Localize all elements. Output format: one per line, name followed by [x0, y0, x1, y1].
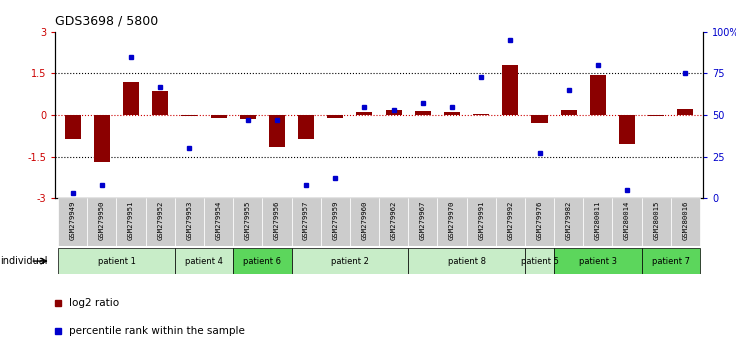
Text: percentile rank within the sample: percentile rank within the sample: [69, 326, 245, 336]
Text: patient 6: patient 6: [244, 257, 281, 266]
Bar: [554, 248, 642, 274]
Text: GSM279976: GSM279976: [537, 201, 542, 240]
Bar: [642, 248, 700, 274]
Text: GSM279982: GSM279982: [566, 201, 572, 240]
Text: GSM279967: GSM279967: [420, 201, 426, 240]
Bar: [590, 75, 606, 115]
Bar: [65, 115, 81, 139]
Bar: [210, 115, 227, 118]
Bar: [204, 198, 233, 246]
Text: log2 ratio: log2 ratio: [69, 298, 119, 308]
Bar: [262, 198, 291, 246]
Bar: [152, 91, 169, 115]
Text: patient 4: patient 4: [185, 257, 223, 266]
Bar: [583, 198, 612, 246]
Text: GDS3698 / 5800: GDS3698 / 5800: [55, 14, 158, 27]
Text: GSM279951: GSM279951: [128, 201, 134, 240]
Bar: [181, 115, 197, 116]
Bar: [233, 198, 262, 246]
Bar: [677, 109, 693, 115]
Text: patient 3: patient 3: [578, 257, 617, 266]
Bar: [350, 198, 379, 246]
Bar: [648, 115, 664, 116]
Bar: [291, 198, 321, 246]
Bar: [408, 248, 525, 274]
Text: GSM279955: GSM279955: [245, 201, 251, 240]
Bar: [437, 198, 467, 246]
Bar: [525, 198, 554, 246]
Bar: [525, 248, 554, 274]
Text: GSM279954: GSM279954: [216, 201, 222, 240]
Text: GSM279957: GSM279957: [303, 201, 309, 240]
Text: patient 7: patient 7: [652, 257, 690, 266]
Bar: [502, 65, 518, 115]
Bar: [94, 115, 110, 162]
Bar: [473, 114, 489, 115]
Text: GSM279962: GSM279962: [391, 201, 397, 240]
Bar: [233, 248, 291, 274]
Text: GSM279953: GSM279953: [186, 201, 192, 240]
Bar: [642, 198, 670, 246]
Text: GSM279950: GSM279950: [99, 201, 105, 240]
Text: patient 2: patient 2: [331, 257, 369, 266]
Text: GSM280015: GSM280015: [654, 201, 659, 240]
Bar: [444, 112, 460, 115]
Text: GSM279991: GSM279991: [478, 201, 484, 240]
Bar: [531, 115, 548, 124]
Bar: [298, 115, 314, 139]
Text: GSM280011: GSM280011: [595, 201, 601, 240]
Text: GSM279970: GSM279970: [449, 201, 455, 240]
Bar: [175, 248, 233, 274]
Bar: [467, 198, 496, 246]
Bar: [379, 198, 408, 246]
Bar: [415, 111, 431, 115]
Text: GSM279959: GSM279959: [332, 201, 339, 240]
Bar: [116, 198, 146, 246]
Bar: [269, 115, 285, 147]
Bar: [146, 198, 175, 246]
Bar: [328, 115, 343, 118]
Text: GSM280014: GSM280014: [624, 201, 630, 240]
Bar: [175, 198, 204, 246]
Bar: [386, 109, 402, 115]
Bar: [561, 109, 577, 115]
Text: individual: individual: [0, 256, 48, 266]
Text: GSM279949: GSM279949: [70, 201, 76, 240]
Text: patient 1: patient 1: [98, 257, 135, 266]
Bar: [58, 248, 175, 274]
Bar: [123, 82, 139, 115]
Bar: [321, 198, 350, 246]
Text: GSM279960: GSM279960: [361, 201, 367, 240]
Bar: [554, 198, 583, 246]
Bar: [496, 198, 525, 246]
Bar: [240, 115, 256, 119]
Bar: [58, 198, 88, 246]
Text: patient 5: patient 5: [520, 257, 559, 266]
Bar: [291, 248, 408, 274]
Bar: [612, 198, 642, 246]
Text: GSM279952: GSM279952: [158, 201, 163, 240]
Text: GSM279992: GSM279992: [507, 201, 513, 240]
Text: GSM280016: GSM280016: [682, 201, 688, 240]
Text: GSM279956: GSM279956: [274, 201, 280, 240]
Bar: [88, 198, 116, 246]
Bar: [356, 112, 372, 115]
Text: patient 8: patient 8: [447, 257, 486, 266]
Bar: [670, 198, 700, 246]
Bar: [619, 115, 635, 144]
Bar: [408, 198, 437, 246]
